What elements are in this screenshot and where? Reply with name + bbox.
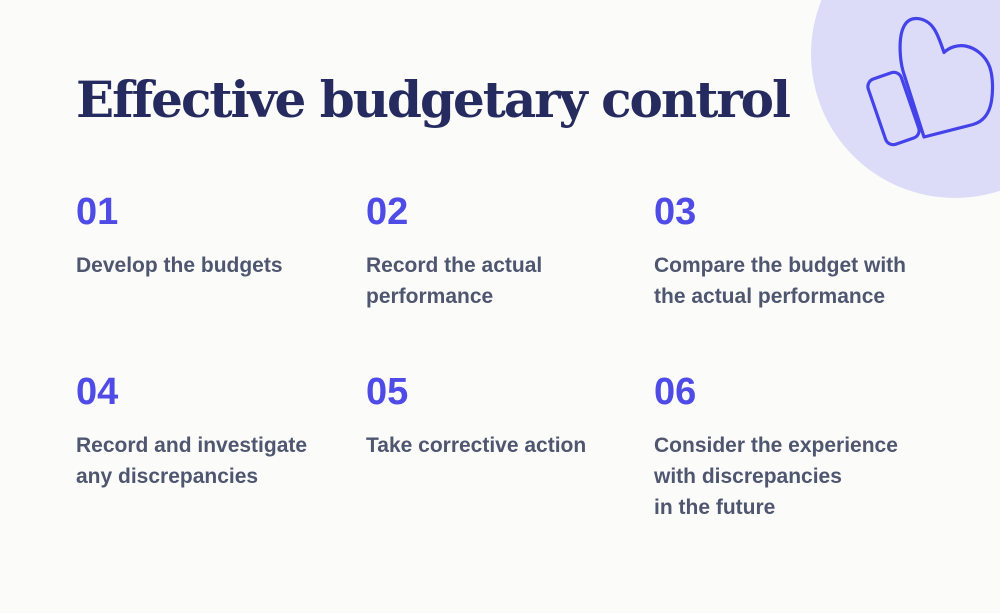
steps-grid: 01 Develop the budgets 02 Record the act… <box>76 190 934 550</box>
step-item-2: 02 Record the actual performance <box>366 190 654 370</box>
page-title: Effective budgetary control <box>76 70 791 129</box>
step-text: Develop the budgets <box>76 254 283 277</box>
step-item-4: 04 Record and investigate any discrepanc… <box>76 370 366 550</box>
thumbs-up-icon <box>866 16 995 147</box>
step-number: 05 <box>366 371 409 413</box>
step-item-1: 01 Develop the budgets <box>76 190 366 370</box>
thumbs-up-hand-outline <box>898 16 995 139</box>
step-text: Record the actual performance <box>366 254 543 308</box>
step-text: Compare the budget with the actual perfo… <box>654 254 906 308</box>
step-number: 03 <box>654 191 697 233</box>
step-text: Take corrective action <box>366 434 587 457</box>
step-text: Record and investigate any discrepancies <box>76 434 308 488</box>
step-number: 02 <box>366 191 409 233</box>
step-text: Consider the experience with discrepanci… <box>654 434 898 519</box>
thumbs-up-cuff-outline <box>866 70 921 147</box>
step-item-3: 03 Compare the budget with the actual pe… <box>654 190 934 370</box>
step-item-6: 06 Consider the experience with discrepa… <box>654 370 934 550</box>
step-number: 01 <box>76 191 119 233</box>
step-number: 06 <box>654 371 697 413</box>
step-number: 04 <box>76 371 119 413</box>
step-item-5: 05 Take corrective action <box>366 370 654 550</box>
